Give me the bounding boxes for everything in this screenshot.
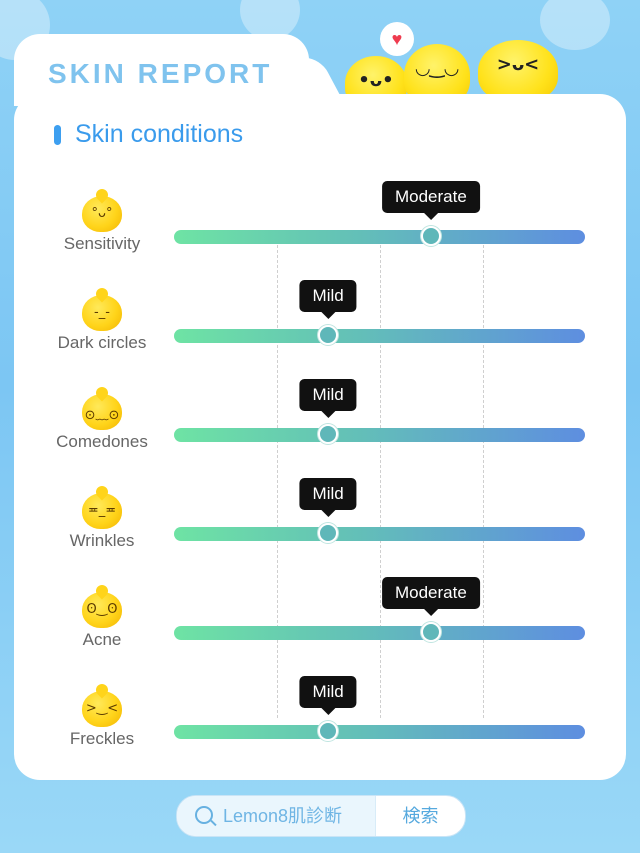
severity-tooltip: Mild [299,280,357,319]
report-title: SKIN REPORT [48,58,273,89]
condition-row: ⊙﹏⊙ Comedones Mild [0,379,640,493]
background-bubble [540,0,610,50]
severity-slider-track [174,428,585,442]
search-input[interactable]: Lemon8肌診断 [177,796,376,836]
scale-gridline [380,240,381,718]
severity-slider-track [174,329,585,343]
severity-slider-knob [420,226,441,246]
severity-tooltip: Mild [299,478,357,517]
condition-emoji-icon: °ᴗ° [82,196,122,232]
condition-label: Acne [82,630,122,649]
condition-label: Freckles [69,729,135,748]
severity-slider-track [174,527,585,541]
severity-slider-knob [318,523,339,543]
emoji-face: -_- [94,305,110,320]
condition-emoji-icon: -_- [82,295,122,331]
severity-slider-knob [318,424,339,444]
condition-emoji-icon: ≖_≖ [82,493,122,529]
condition-label: Wrinkles [69,531,135,550]
scale-gridline [277,240,278,718]
condition-emoji-icon: ʘ‿ʘ [82,592,122,628]
condition-row: -_- Dark circles Mild [0,280,640,394]
emoji-face: >‿< [85,701,119,716]
severity-slider-track [174,230,585,244]
search-button[interactable]: 検索 [402,806,439,826]
condition-row: °ᴗ° Sensitivity Moderate [0,181,640,295]
condition-emoji-icon: >‿< [82,691,122,727]
severity-slider-knob [318,721,339,741]
section-title: Skin conditions [75,120,244,148]
severity-slider-track [174,626,585,640]
condition-emoji-icon: ⊙﹏⊙ [82,394,122,430]
severity-tooltip: Moderate [381,577,480,616]
severity-slider-knob [318,325,339,345]
severity-tooltip: Mild [299,676,357,715]
lemon-mascot-right: >ᴗ< [478,40,558,102]
condition-row: ʘ‿ʘ Acne Moderate [0,577,640,691]
condition-row: ≖_≖ Wrinkles Mild [0,478,640,592]
severity-slider-track [174,725,585,739]
search-icon [195,806,213,824]
severity-tooltip: Moderate [381,181,480,220]
condition-label: Dark circles [57,333,147,352]
condition-label: Comedones [56,432,148,451]
severity-tooltip: Mild [299,379,357,418]
emoji-face: ⊙﹏⊙ [84,408,120,423]
emoji-face: ≖_≖ [87,503,117,518]
heart-icon: ♥ [380,22,414,56]
search-bar[interactable]: Lemon8肌診断 検索 [176,795,466,837]
scale-gridline [483,240,484,718]
condition-row: >‿< Freckles Mild [0,676,640,790]
severity-slider-knob [420,622,441,642]
emoji-face: ʘ‿ʘ [86,602,118,617]
section-accent-bar [54,125,61,145]
condition-label: Sensitivity [63,234,141,253]
search-query: Lemon8肌診断 [223,806,343,826]
emoji-face: °ᴗ° [91,206,113,221]
